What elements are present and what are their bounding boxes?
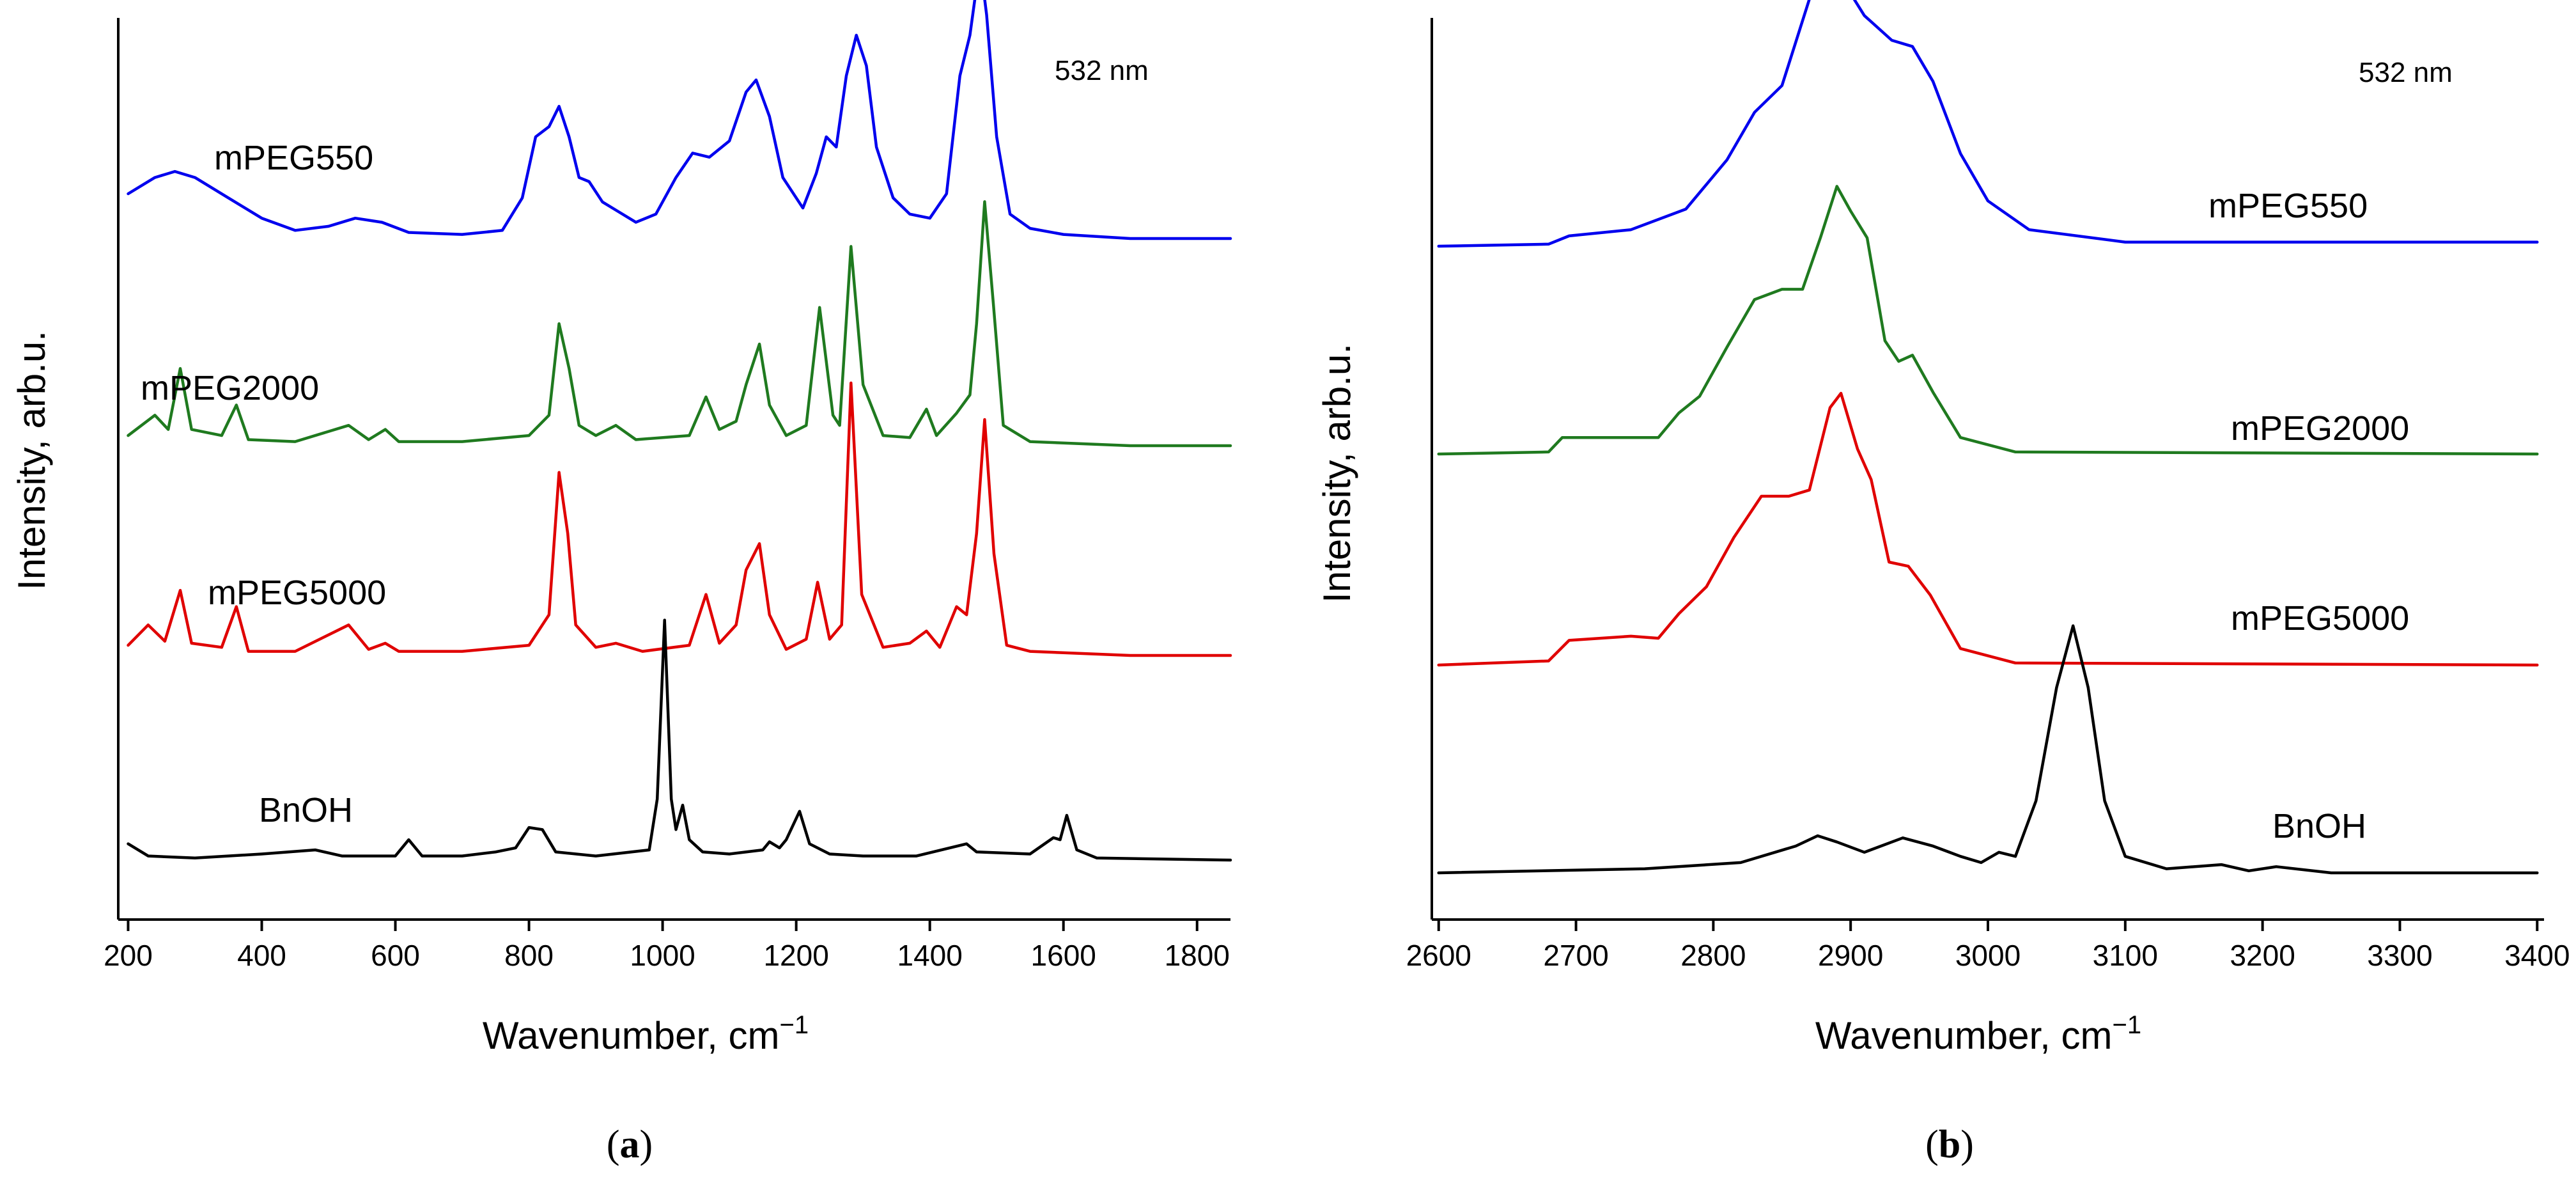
panel-b-series-label-mPEG2000: mPEG2000 bbox=[2231, 409, 2409, 448]
panel-b-series-line-mPEG2000 bbox=[1437, 185, 2539, 456]
panel-a: 200 400 600 800 1000 1200 1400 1600 1800 532 nm … bbox=[10, 0, 1232, 1166]
panel-b-laser-note: 532 nm bbox=[2359, 57, 2453, 88]
panel-b-x-axis-title: Wavenumber, cm−1 bbox=[1815, 1011, 2141, 1057]
panel-a-series-line-mPEG2000 bbox=[127, 200, 1232, 448]
panel-b-label: (b) bbox=[1925, 1123, 1974, 1166]
panel-a-x-tick-label-1400: 1400 bbox=[897, 939, 962, 972]
panel-a-series-label-mPEG2000: mPEG2000 bbox=[141, 369, 319, 407]
panel-b-series-line-mPEG550 bbox=[1437, 0, 2539, 248]
panel-b-x-tick-label-2900: 2900 bbox=[1818, 939, 1883, 972]
panel-b-x-tick-label-2800: 2800 bbox=[1680, 939, 1746, 972]
panel-a-x-tick-label-1600: 1600 bbox=[1031, 939, 1096, 972]
panel-a-series-line-mPEG550 bbox=[127, 0, 1232, 240]
panel-a-x-tick-label-1200: 1200 bbox=[763, 939, 828, 972]
panel-a-series-line-BnOH bbox=[127, 618, 1232, 862]
panel-b-series-label-mPEG550: mPEG550 bbox=[2208, 187, 2368, 225]
panel-a-x-axis-title: Wavenumber, cm−1 bbox=[483, 1011, 809, 1057]
panel-b-x-tick-label-3100: 3100 bbox=[2093, 939, 2158, 972]
panel-a-series-label-mPEG550: mPEG550 bbox=[214, 139, 373, 177]
panel-b-series-label-mPEG5000: mPEG5000 bbox=[2231, 599, 2409, 638]
panel-b-x-tick-label-3000: 3000 bbox=[1955, 939, 2021, 972]
panel-b-x-tick-label-3200: 3200 bbox=[2230, 939, 2295, 972]
panel-a-laser-note: 532 nm bbox=[1055, 55, 1149, 86]
panel-a-series-line-mPEG5000 bbox=[127, 381, 1232, 657]
panel-a-x-tick-label-600: 600 bbox=[371, 939, 420, 972]
panel-b-y-axis-title: Intensity, arb.u. bbox=[1315, 343, 1358, 603]
panel-a-x-tick-label-1800: 1800 bbox=[1165, 939, 1230, 972]
panel-b-series-label-BnOH: BnOH bbox=[2272, 807, 2366, 845]
panel-a-label: (a) bbox=[607, 1123, 653, 1166]
panel-b: 2600 2700 2800 2900 3000 3100 3200 3300 3400 532… bbox=[1315, 0, 2570, 1166]
panel-b-plot bbox=[1437, 0, 2539, 875]
panel-b-series-line-BnOH bbox=[1437, 624, 2539, 875]
panel-b-x-tick-label-3400: 3400 bbox=[2504, 939, 2570, 972]
panel-b-x-tick-label-2700: 2700 bbox=[1543, 939, 1608, 972]
panel-b-x-tick-label-3300: 3300 bbox=[2367, 939, 2432, 972]
panel-a-series-label-mPEG5000: mPEG5000 bbox=[208, 574, 386, 612]
panel-a-x-tick-label-200: 200 bbox=[104, 939, 153, 972]
panel-b-series-line-mPEG5000 bbox=[1437, 391, 2539, 667]
panel-a-series-label-BnOH: BnOH bbox=[259, 791, 353, 829]
panel-a-x-tick-label-1000: 1000 bbox=[630, 939, 695, 972]
panel-a-x-ticks: 200 400 600 800 1000 1200 1400 1600 1800 bbox=[104, 920, 1230, 972]
panel-b-x-ticks: 2600 2700 2800 2900 3000 3100 3200 3300 3400 bbox=[1406, 920, 2570, 972]
panel-a-y-axis-title: Intensity, arb.u. bbox=[10, 331, 53, 590]
panel-a-plot bbox=[127, 0, 1232, 862]
panel-b-x-tick-label-2600: 2600 bbox=[1406, 939, 1471, 972]
panel-a-x-tick-label-800: 800 bbox=[504, 939, 554, 972]
panel-a-x-tick-label-400: 400 bbox=[237, 939, 286, 972]
